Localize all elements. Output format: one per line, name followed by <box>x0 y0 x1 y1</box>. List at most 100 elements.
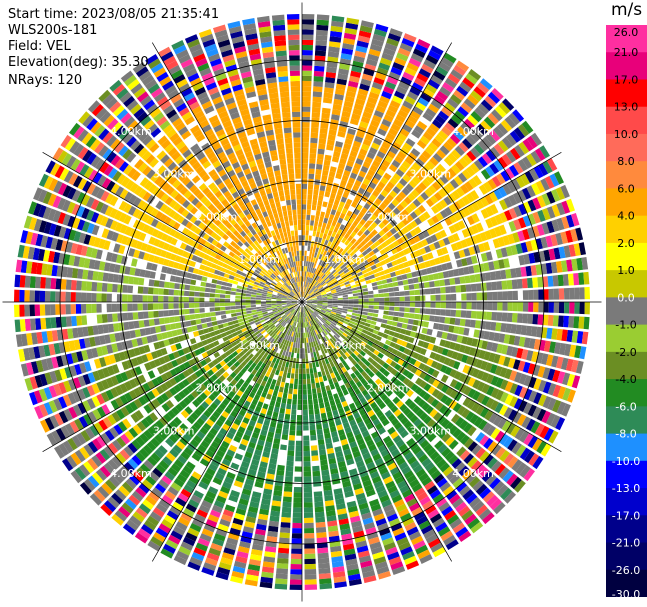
gate-cell <box>337 429 345 436</box>
gate-cell <box>235 292 241 296</box>
gate-cell <box>312 303 318 305</box>
gate-cell <box>360 20 374 29</box>
gate-cell <box>353 350 360 356</box>
gate-cell <box>504 116 517 129</box>
gate-cell <box>44 291 51 302</box>
gate-cell <box>505 133 517 146</box>
gate-cell <box>318 562 330 569</box>
gate-cell <box>407 91 419 101</box>
gate-cell <box>361 389 369 397</box>
gate-cell <box>91 293 97 302</box>
gate-cell <box>327 326 333 331</box>
gate-cell <box>471 444 482 456</box>
gate-cell <box>353 227 360 234</box>
gate-cell <box>444 366 453 376</box>
gate-cell <box>483 181 493 193</box>
gate-cell <box>499 212 508 223</box>
gate-cell <box>469 496 481 509</box>
gate-cell <box>409 307 415 313</box>
gate-cell <box>418 214 427 223</box>
gate-cell <box>220 310 226 315</box>
gate-cell <box>457 220 466 230</box>
gate-cell <box>518 255 526 266</box>
gate-cell <box>394 57 407 67</box>
gate-cell <box>306 316 310 322</box>
gate-cell <box>459 318 466 327</box>
gate-cell <box>417 399 426 408</box>
gate-cell <box>406 424 416 433</box>
gate-cell <box>123 275 130 284</box>
gate-cell <box>295 445 302 452</box>
gate-cell <box>456 302 462 309</box>
gate-cell <box>293 383 298 390</box>
gate-cell <box>520 325 527 336</box>
gate-cell <box>438 239 446 248</box>
gate-cell <box>303 486 312 493</box>
gate-cell <box>76 315 83 326</box>
gate-cell <box>220 314 227 320</box>
gate-cell <box>343 330 350 335</box>
gate-cell <box>352 247 359 254</box>
gate-cell <box>412 352 420 360</box>
gate-cell <box>312 299 318 301</box>
gate-cell <box>390 384 398 392</box>
gate-cell <box>437 443 448 454</box>
gate-cell <box>429 336 437 344</box>
gate-cell <box>377 522 389 532</box>
gate-cell <box>256 295 262 298</box>
gate-cell <box>496 281 503 290</box>
gate-cell <box>291 533 302 539</box>
gate-cell <box>579 287 585 300</box>
gate-cell <box>351 262 358 268</box>
gate-cell <box>456 352 464 362</box>
gate-cell <box>455 241 463 250</box>
gate-cell <box>316 296 323 299</box>
gate-cell <box>331 277 337 283</box>
gate-cell <box>118 322 125 331</box>
gate-cell <box>250 294 257 298</box>
gate-cell <box>431 266 438 273</box>
gate-cell <box>370 119 380 128</box>
gate-cell <box>305 305 310 310</box>
gate-cell <box>347 436 356 444</box>
gate-cell <box>405 330 412 336</box>
gate-cell <box>310 278 314 284</box>
gate-cell <box>302 199 307 205</box>
gate-cell <box>509 370 518 382</box>
gate-cell <box>452 428 462 439</box>
gate-cell <box>361 284 368 289</box>
gate-cell <box>530 150 542 164</box>
gate-cell <box>351 365 357 373</box>
gate-cell <box>298 332 301 338</box>
gate-cell <box>313 262 317 269</box>
gate-cell <box>337 307 343 311</box>
gate-cell <box>315 516 326 523</box>
gate-cell <box>487 457 498 469</box>
gate-cell <box>283 424 290 430</box>
gate-cell <box>414 77 426 88</box>
gate-cell <box>348 299 354 302</box>
gate-cell <box>375 262 382 268</box>
gate-cell <box>575 360 584 374</box>
gate-cell <box>266 303 272 306</box>
gate-cell <box>406 272 413 279</box>
gate-cell <box>542 208 551 221</box>
gate-cell <box>409 86 421 96</box>
gate-cell <box>289 378 294 384</box>
gate-cell <box>147 287 154 295</box>
gate-cell <box>397 480 408 489</box>
gate-cell <box>330 287 336 291</box>
gate-cell <box>541 193 551 206</box>
gate-cell <box>314 289 320 294</box>
gate-cell <box>349 268 356 274</box>
gate-cell <box>469 414 479 425</box>
gate-cell <box>533 251 541 263</box>
gate-cell <box>513 335 521 346</box>
gate-cell <box>318 138 327 145</box>
gate-cell <box>378 306 385 310</box>
gate-cell <box>422 275 429 282</box>
gate-cell <box>304 293 308 298</box>
gate-cell <box>393 453 403 462</box>
gate-cell <box>384 257 391 264</box>
gate-cell <box>360 233 367 240</box>
